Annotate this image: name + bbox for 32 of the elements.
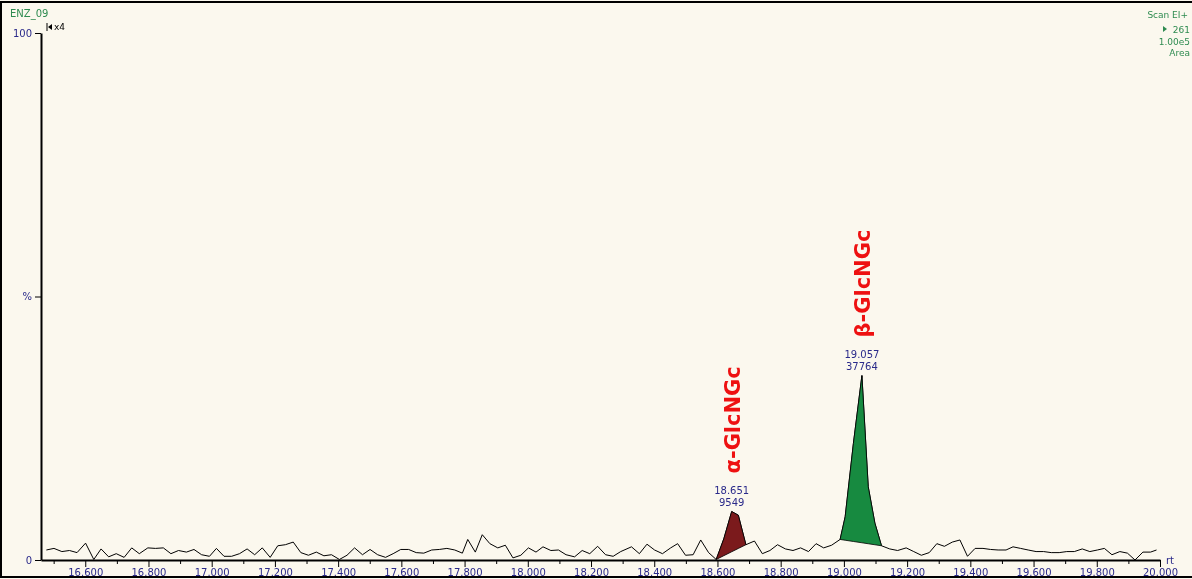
x-tick-label: 18.000 — [510, 567, 546, 578]
x-axis-title: rt — [1166, 555, 1175, 566]
y-tick-label: % — [22, 291, 32, 303]
chart-title: ENZ_09 — [10, 8, 49, 20]
x-tick-label: 19.600 — [1016, 567, 1052, 578]
y-tick-label: 100 — [12, 27, 32, 39]
x-tick-label: 17.400 — [321, 567, 357, 578]
text: β-GlcNGc — [850, 229, 875, 338]
x-tick-label: 18.200 — [574, 567, 610, 578]
x-tick-label: 17.200 — [257, 567, 293, 578]
text: 261 — [1172, 25, 1190, 35]
x-tick-label: 17.800 — [447, 567, 483, 578]
x-tick-label: 18.400 — [637, 567, 673, 578]
annotation: 18.651 9549 — [714, 484, 750, 508]
text: α-GlcNGc — [720, 366, 745, 474]
text: Scan EI+ — [1147, 10, 1188, 20]
annotation: 19.057 37764 — [844, 348, 880, 372]
x-tick-label: 18.800 — [763, 567, 799, 578]
x-tick-label: 19.400 — [953, 567, 989, 578]
x-tick-label: 16.800 — [131, 567, 167, 578]
text: Area — [1169, 48, 1190, 58]
x-tick-label: 19.000 — [826, 567, 862, 578]
x-tick-label: 16.600 — [68, 567, 104, 578]
text: x4 — [54, 22, 66, 32]
x-tick-label: 19.800 — [1079, 567, 1115, 578]
x-tick-label: 19.200 — [890, 567, 926, 578]
annotation: 1.00e5 — [1158, 37, 1190, 47]
x-tick-label: 17.000 — [194, 567, 230, 578]
x-tick-label: 20.000 — [1143, 567, 1178, 578]
y-tick-label: 0 — [25, 554, 32, 566]
x-tick-label: 18.600 — [700, 567, 736, 578]
x-tick-label: 17.600 — [384, 567, 420, 578]
